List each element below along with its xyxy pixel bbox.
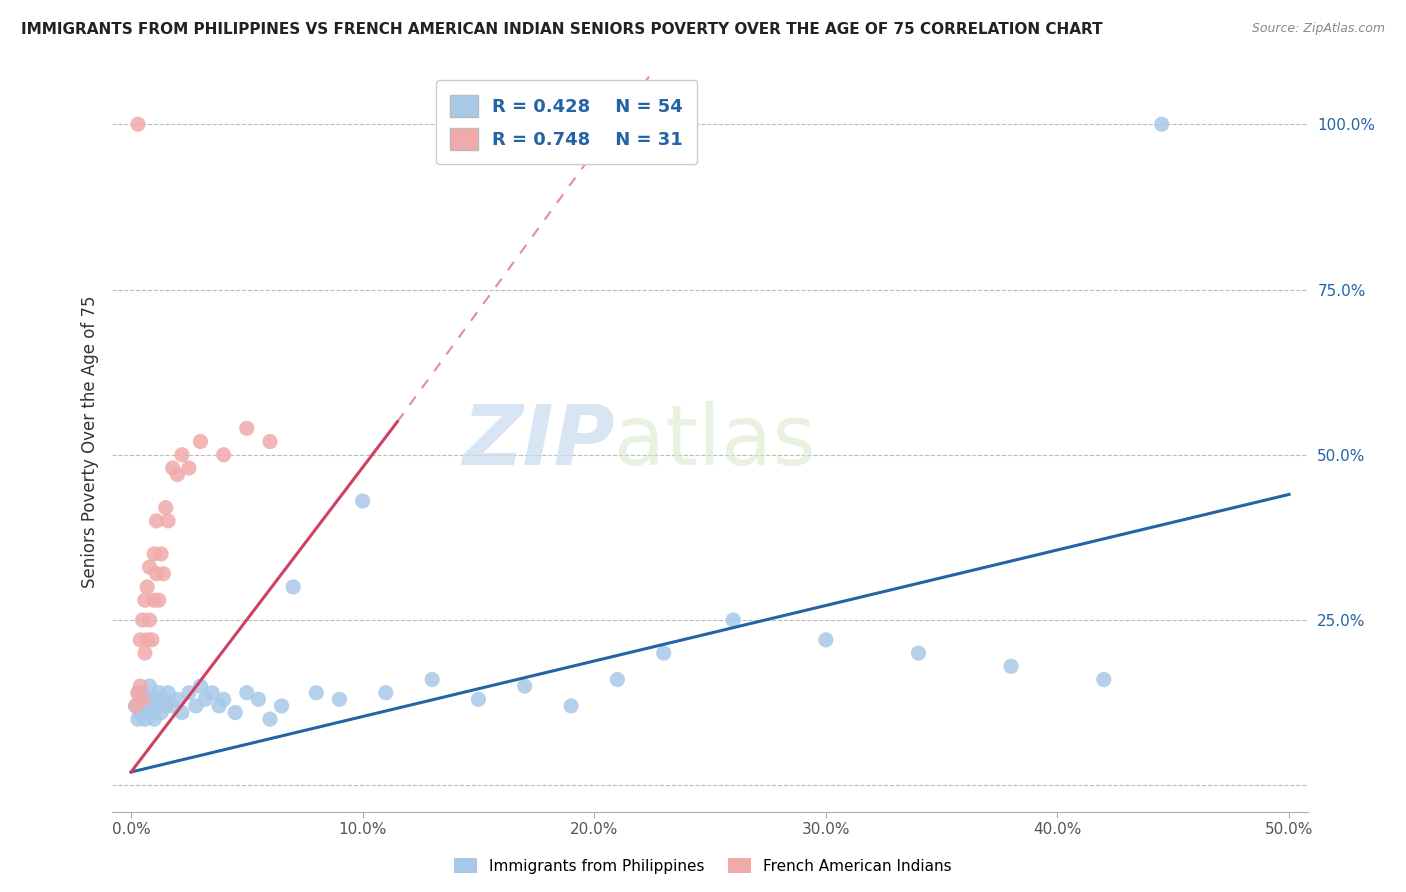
- Point: [162, 461, 184, 475]
- Point: [131, 613, 153, 627]
- Point: [136, 632, 159, 647]
- Point: [145, 566, 167, 581]
- Point: [129, 632, 152, 647]
- Point: [127, 712, 149, 726]
- Point: [352, 494, 374, 508]
- Point: [155, 698, 177, 713]
- Point: [134, 698, 156, 713]
- Point: [143, 547, 166, 561]
- Point: [124, 698, 146, 713]
- Point: [513, 679, 536, 693]
- Point: [162, 698, 184, 713]
- Point: [129, 692, 152, 706]
- Point: [652, 646, 675, 660]
- Point: [177, 461, 200, 475]
- Point: [259, 434, 281, 449]
- Point: [143, 712, 166, 726]
- Point: [166, 692, 188, 706]
- Point: [201, 686, 224, 700]
- Point: [420, 673, 443, 687]
- Point: [374, 686, 396, 700]
- Point: [467, 692, 489, 706]
- Point: [150, 706, 173, 720]
- Text: IMMIGRANTS FROM PHILIPPINES VS FRENCH AMERICAN INDIAN SENIORS POVERTY OVER THE A: IMMIGRANTS FROM PHILIPPINES VS FRENCH AM…: [21, 22, 1102, 37]
- Point: [177, 686, 200, 700]
- Point: [145, 514, 167, 528]
- Point: [152, 566, 174, 581]
- Text: ZIP: ZIP: [461, 401, 614, 482]
- Point: [224, 706, 246, 720]
- Point: [190, 434, 212, 449]
- Point: [141, 706, 163, 720]
- Y-axis label: Seniors Poverty Over the Age of 75: Seniors Poverty Over the Age of 75: [80, 295, 98, 588]
- Point: [124, 698, 146, 713]
- Point: [721, 613, 744, 627]
- Point: [127, 117, 149, 131]
- Point: [138, 698, 160, 713]
- Point: [131, 686, 153, 700]
- Point: [236, 421, 259, 435]
- Point: [138, 613, 160, 627]
- Point: [907, 646, 929, 660]
- Point: [236, 686, 259, 700]
- Point: [134, 712, 156, 726]
- Point: [155, 500, 177, 515]
- Point: [148, 593, 170, 607]
- Point: [208, 698, 231, 713]
- Text: atlas: atlas: [614, 401, 815, 482]
- Point: [305, 686, 328, 700]
- Point: [145, 698, 167, 713]
- Point: [560, 698, 582, 713]
- Point: [138, 679, 160, 693]
- Point: [131, 692, 153, 706]
- Point: [1150, 117, 1173, 131]
- Point: [194, 692, 217, 706]
- Point: [131, 698, 153, 713]
- Point: [143, 593, 166, 607]
- Point: [150, 547, 173, 561]
- Point: [170, 448, 193, 462]
- Point: [281, 580, 304, 594]
- Point: [157, 686, 180, 700]
- Point: [138, 560, 160, 574]
- Point: [184, 698, 207, 713]
- Point: [136, 706, 159, 720]
- Point: [141, 632, 163, 647]
- Point: [127, 686, 149, 700]
- Point: [136, 580, 159, 594]
- Text: Source: ZipAtlas.com: Source: ZipAtlas.com: [1251, 22, 1385, 36]
- Point: [129, 679, 152, 693]
- Point: [152, 692, 174, 706]
- Point: [259, 712, 281, 726]
- Point: [129, 706, 152, 720]
- Point: [1092, 673, 1115, 687]
- Point: [127, 686, 149, 700]
- Point: [814, 632, 837, 647]
- Point: [136, 692, 159, 706]
- Point: [606, 673, 628, 687]
- Legend: Immigrants from Philippines, French American Indians: Immigrants from Philippines, French Amer…: [449, 852, 957, 880]
- Point: [134, 593, 156, 607]
- Point: [157, 514, 180, 528]
- Point: [247, 692, 270, 706]
- Point: [212, 692, 235, 706]
- Point: [143, 692, 166, 706]
- Point: [190, 679, 212, 693]
- Point: [166, 467, 188, 482]
- Legend: R = 0.428    N = 54, R = 0.748    N = 31: R = 0.428 N = 54, R = 0.748 N = 31: [436, 80, 697, 164]
- Point: [212, 448, 235, 462]
- Point: [148, 686, 170, 700]
- Point: [134, 646, 156, 660]
- Point: [170, 706, 193, 720]
- Point: [1000, 659, 1022, 673]
- Point: [270, 698, 292, 713]
- Point: [328, 692, 350, 706]
